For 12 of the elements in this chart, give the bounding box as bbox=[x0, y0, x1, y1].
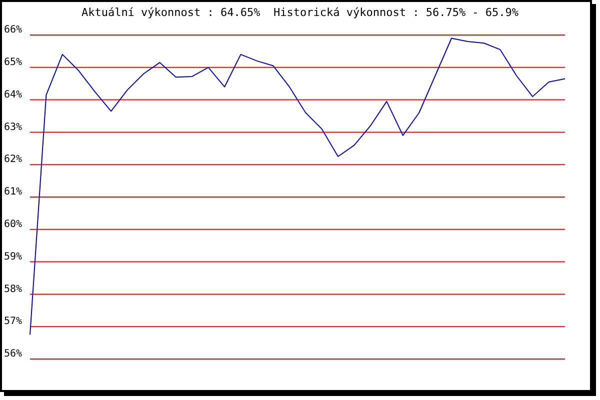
y-tick-label: 65% bbox=[4, 56, 22, 68]
y-tick-label: 63% bbox=[4, 122, 22, 133]
y-tick-label: 58% bbox=[4, 284, 22, 295]
y-tick-label: 56% bbox=[4, 348, 22, 360]
y-tick-label: 64% bbox=[4, 89, 22, 100]
chart-title: Aktuální výkonnost : 64.65% Historická výkonnost : 56.75% - 65.9% bbox=[80, 6, 520, 19]
y-tick-label: 60% bbox=[4, 218, 22, 230]
y-tick-label: 66% bbox=[4, 24, 22, 36]
y-tick-label: 57% bbox=[4, 316, 22, 328]
y-tick-label: 61% bbox=[4, 186, 22, 198]
y-tick-label: 62% bbox=[4, 154, 22, 166]
y-tick-label: 59% bbox=[4, 251, 22, 262]
